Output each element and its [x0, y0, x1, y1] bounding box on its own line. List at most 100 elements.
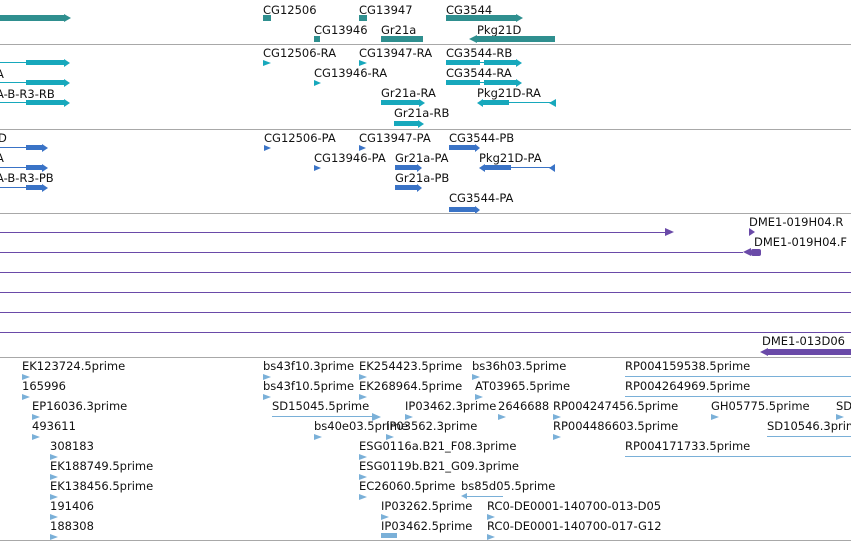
clone-label[interactable]: DME1-013D06 — [762, 334, 845, 348]
est-label[interactable]: RC0-DE0001-140700-013-D05 — [487, 499, 662, 513]
est-label[interactable]: IP03562.3prime — [386, 419, 478, 433]
protein-exon[interactable] — [314, 165, 321, 171]
gene-glyph[interactable] — [0, 15, 64, 21]
protein-exon[interactable] — [549, 164, 555, 172]
est-glyph[interactable] — [50, 474, 58, 480]
est-label[interactable]: IP03462.3prime — [405, 399, 497, 413]
est-glyph[interactable] — [475, 394, 483, 400]
est-label[interactable]: bs43f10.5prime — [263, 379, 355, 393]
transcript-label[interactable]: Gr21a-RA — [381, 86, 436, 100]
est-label[interactable]: EK138456.5prime — [50, 479, 154, 493]
transcript-label[interactable]: CG13947-RA — [359, 46, 433, 60]
est-glyph[interactable] — [32, 414, 40, 420]
transcript-label[interactable]: A-B-R3-RB — [0, 87, 55, 101]
est-glyph[interactable] — [50, 514, 58, 520]
est-glyph[interactable] — [553, 434, 561, 440]
est-label[interactable]: RP004486603.5prime — [553, 419, 679, 433]
transcript-glyph[interactable] — [509, 102, 551, 103]
transcript-glyph[interactable] — [0, 102, 26, 103]
clone-end-line[interactable] — [0, 252, 743, 253]
est-glyph[interactable] — [359, 454, 367, 460]
est-glyph[interactable] — [272, 416, 372, 417]
gene-label[interactable]: Gr21a — [381, 23, 417, 37]
est-glyph[interactable] — [50, 494, 58, 500]
est-glyph[interactable] — [472, 374, 480, 380]
est-label[interactable]: RP004247456.5prime — [553, 399, 679, 413]
protein-glyph[interactable] — [0, 187, 26, 188]
transcript-glyph[interactable] — [0, 62, 26, 63]
clone-end-block[interactable] — [751, 249, 761, 256]
est-label[interactable]: bs40e03.5prime — [314, 419, 409, 433]
clone-span-line[interactable] — [0, 312, 851, 313]
est-label[interactable]: RP004171733.5prime — [625, 439, 751, 453]
protein-label[interactable]: CG3544-PA — [449, 191, 514, 205]
est-glyph[interactable] — [50, 454, 58, 460]
protein-label[interactable]: Gr21a-PA — [395, 151, 449, 165]
transcript-label[interactable]: Pkg21D-RA — [477, 86, 541, 100]
est-glyph[interactable] — [836, 414, 844, 420]
gene-glyph[interactable] — [314, 36, 320, 42]
est-label[interactable]: EK254423.5prime — [359, 359, 463, 373]
est-glyph[interactable] — [263, 394, 271, 400]
est-label[interactable]: SD — [836, 399, 851, 413]
protein-exon[interactable] — [449, 207, 475, 212]
est-label[interactable]: RC0-DE0001-140700-017-G12 — [487, 519, 662, 533]
est-label[interactable]: 188308 — [50, 519, 94, 533]
protein-glyph[interactable] — [0, 147, 26, 148]
gene-glyph[interactable] — [263, 15, 271, 21]
est-glyph[interactable] — [487, 534, 495, 540]
transcript-exon[interactable] — [26, 80, 64, 85]
transcript-label[interactable]: CG13946-RA — [314, 66, 388, 80]
est-label[interactable]: 2646688 — [498, 399, 550, 413]
est-label[interactable]: bs36h03.5prime — [472, 359, 567, 373]
protein-glyph[interactable] — [511, 167, 551, 168]
est-glyph[interactable] — [359, 474, 367, 480]
protein-exon[interactable] — [264, 145, 271, 151]
transcript-exon[interactable] — [484, 80, 516, 85]
transcript-glyph[interactable] — [480, 62, 484, 63]
transcript-exon[interactable] — [314, 80, 321, 86]
est-label[interactable]: RP004159538.5prime — [625, 359, 751, 373]
transcript-exon[interactable] — [446, 80, 480, 85]
protein-label[interactable]: D — [0, 131, 7, 145]
est-glyph[interactable] — [467, 496, 503, 497]
est-glyph[interactable] — [372, 413, 381, 421]
est-glyph[interactable] — [314, 434, 322, 440]
transcript-exon[interactable] — [26, 100, 64, 105]
est-glyph[interactable] — [553, 414, 561, 420]
est-glyph[interactable] — [263, 374, 271, 380]
est-glyph[interactable] — [359, 374, 367, 380]
est-glyph[interactable] — [405, 414, 413, 420]
est-glyph[interactable] — [32, 434, 40, 440]
gene-label[interactable]: Pkg21D — [477, 23, 522, 37]
protein-label[interactable]: CG13947-PA — [359, 131, 431, 145]
protein-label[interactable]: CG12506-PA — [264, 131, 336, 145]
transcript-exon[interactable] — [263, 60, 271, 66]
protein-label[interactable]: CG13946-PA — [314, 151, 386, 165]
clone-span-line[interactable] — [0, 292, 851, 293]
protein-exon[interactable] — [359, 145, 366, 151]
transcript-exon[interactable] — [446, 60, 480, 65]
est-label[interactable]: 191406 — [50, 499, 94, 513]
est-glyph[interactable] — [487, 514, 495, 520]
est-label[interactable]: 308183 — [50, 439, 94, 453]
transcript-label[interactable]: A — [0, 67, 4, 81]
protein-label[interactable]: Pkg21D-PA — [479, 151, 542, 165]
est-label[interactable]: ESG0119b.B21_G09.3prime — [359, 459, 519, 473]
est-label[interactable]: 493611 — [32, 419, 76, 433]
est-label[interactable]: SD15045.5prime — [272, 399, 370, 413]
gene-glyph[interactable] — [359, 15, 367, 21]
clone-label[interactable]: DME1-019H04.R — [749, 215, 844, 229]
clone-end-line[interactable] — [0, 232, 665, 233]
est-label[interactable]: RP004264969.5prime — [625, 379, 751, 393]
est-glyph[interactable] — [625, 456, 851, 457]
est-label[interactable]: SD10546.3prime — [767, 419, 851, 433]
est-label[interactable]: bs85d05.5prime — [461, 479, 556, 493]
est-glyph[interactable] — [381, 533, 397, 538]
est-label[interactable]: EK268964.5prime — [359, 379, 463, 393]
est-glyph[interactable] — [711, 414, 719, 420]
gene-glyph[interactable] — [477, 36, 555, 42]
est-label[interactable]: bs43f10.3prime — [263, 359, 355, 373]
est-glyph[interactable] — [22, 374, 30, 380]
clone-span-line[interactable] — [0, 332, 851, 333]
